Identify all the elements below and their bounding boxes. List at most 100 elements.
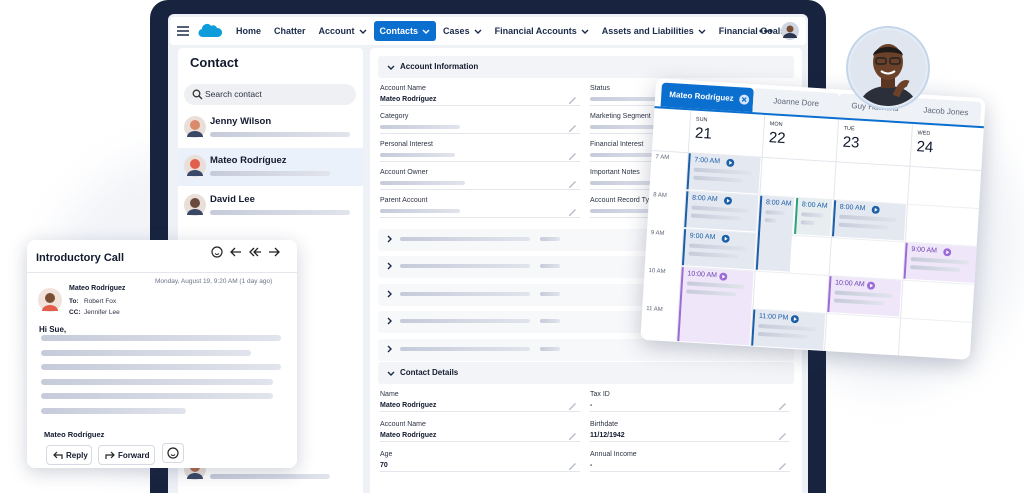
field-label: Parent Account [380, 197, 428, 204]
placeholder [41, 335, 281, 341]
field-underline [380, 441, 580, 442]
contact-name: Mateo Rodríguez [210, 155, 287, 166]
calendar-event[interactable]: 11:00 PM [751, 309, 826, 350]
edit-icon[interactable] [568, 431, 578, 441]
close-tab-icon[interactable] [739, 94, 750, 105]
expand-icon [387, 317, 392, 325]
edit-icon[interactable] [568, 151, 578, 161]
sender-name: Mateo Rodríguez [69, 285, 126, 292]
edit-icon[interactable] [568, 179, 578, 189]
day-name: SUN [695, 116, 708, 124]
sender-avatar [38, 288, 62, 312]
field-value: Mateo Rodríguez [380, 432, 437, 439]
event-time: 10:00 AM [834, 279, 865, 289]
calendar-event[interactable]: 8:00 AM [831, 200, 907, 241]
placeholder [540, 292, 560, 296]
calendar-event[interactable]: 10:00 AM [827, 276, 902, 317]
edit-icon[interactable] [778, 461, 788, 471]
contact-avatar [184, 116, 206, 138]
email-action-icon[interactable] [211, 246, 224, 258]
calendar-event[interactable]: 8:00 AM [794, 197, 833, 237]
placeholder [691, 205, 750, 214]
contact-avatar [184, 194, 206, 216]
event-icon [719, 272, 728, 281]
event-time: 8:00 AM [765, 199, 792, 208]
calendar-event[interactable]: 8:00 AM [684, 191, 759, 232]
day-name: TUE [843, 125, 855, 133]
edit-icon[interactable] [568, 123, 578, 133]
field-label: Important Notes [590, 169, 640, 176]
event-icon [943, 248, 952, 257]
placeholder [380, 153, 455, 157]
edit-icon[interactable] [778, 431, 788, 441]
nav-label: Contacts [379, 26, 419, 36]
panel-title: Contact [190, 55, 239, 70]
menu-icon[interactable] [176, 24, 190, 38]
user-avatar[interactable] [781, 22, 799, 40]
nav-label: Cases [443, 26, 470, 36]
edit-icon[interactable] [568, 207, 578, 217]
contact-row[interactable]: Mateo Rodríguez [178, 148, 363, 186]
nav-item[interactable]: Assets and Liabilities [596, 21, 712, 41]
day-date: 24 [916, 138, 934, 157]
placeholder [210, 474, 330, 479]
nav-item[interactable]: Chatter [268, 21, 312, 41]
edit-icon[interactable] [568, 401, 578, 411]
event-icon [721, 234, 730, 243]
nav-item[interactable]: Home [230, 21, 267, 41]
edit-icon[interactable] [568, 95, 578, 105]
emoji-button[interactable] [162, 443, 184, 463]
nav-item[interactable]: Contacts [373, 21, 437, 41]
placeholder [41, 378, 273, 385]
more-icon[interactable] [758, 28, 774, 34]
calendar-event[interactable]: 9:00 AM [903, 242, 978, 284]
search-box[interactable]: Search contact [184, 84, 356, 105]
email-action-icon[interactable] [268, 246, 281, 258]
edit-icon[interactable] [778, 401, 788, 411]
email-button[interactable]: Reply [46, 445, 92, 465]
placeholder [689, 243, 748, 252]
calendar-event[interactable]: 8:00 AM [755, 195, 795, 272]
collapsed-row[interactable] [378, 339, 794, 361]
calendar-event[interactable]: 9:00 AM [681, 229, 757, 270]
placeholder [590, 125, 670, 129]
search-placeholder: Search contact [205, 89, 262, 99]
nav-label: Home [236, 26, 262, 36]
cc-value: Jennifer Lee [84, 309, 120, 316]
edit-icon[interactable] [568, 461, 578, 471]
calendar-tab[interactable]: Mateo Rodríguez [660, 82, 754, 113]
expand-icon [387, 290, 392, 298]
button-icon [53, 451, 63, 459]
placeholder [800, 220, 815, 226]
placeholder [210, 171, 330, 176]
placeholder [380, 125, 460, 129]
field-underline [590, 441, 790, 442]
time-label: 8 AM [652, 192, 668, 200]
field-label: Account Record Type [590, 197, 657, 204]
field-underline [380, 105, 580, 106]
email-action-icon[interactable] [249, 246, 262, 258]
placeholder [590, 97, 675, 101]
contact-row[interactable]: Jenny Wilson [178, 109, 363, 147]
calendar-event[interactable]: 7:00 AM [686, 153, 761, 194]
event-time: 11:00 PM [758, 312, 789, 322]
placeholder [910, 265, 961, 273]
nav-item[interactable]: Cases [437, 21, 488, 41]
email-action-icon[interactable] [230, 246, 243, 258]
contact-row[interactable]: David Lee [178, 187, 363, 225]
field-underline [380, 161, 580, 162]
nav-item[interactable]: Financial Accounts [489, 21, 595, 41]
dropdown-icon [474, 29, 482, 34]
expand-icon [387, 345, 392, 353]
nav-label: Chatter [274, 26, 306, 36]
tab-label: Mateo Rodríguez [669, 90, 734, 103]
placeholder [690, 213, 742, 221]
placeholder [765, 210, 786, 216]
calendar-event[interactable]: 10:00 AM [677, 267, 754, 346]
email-button[interactable]: Forward [98, 445, 155, 465]
event-time: 9:00 AM [689, 232, 716, 242]
event-icon [790, 315, 799, 324]
field-underline [590, 411, 790, 412]
nav-item[interactable]: Account [313, 21, 373, 41]
placeholder [757, 331, 808, 339]
